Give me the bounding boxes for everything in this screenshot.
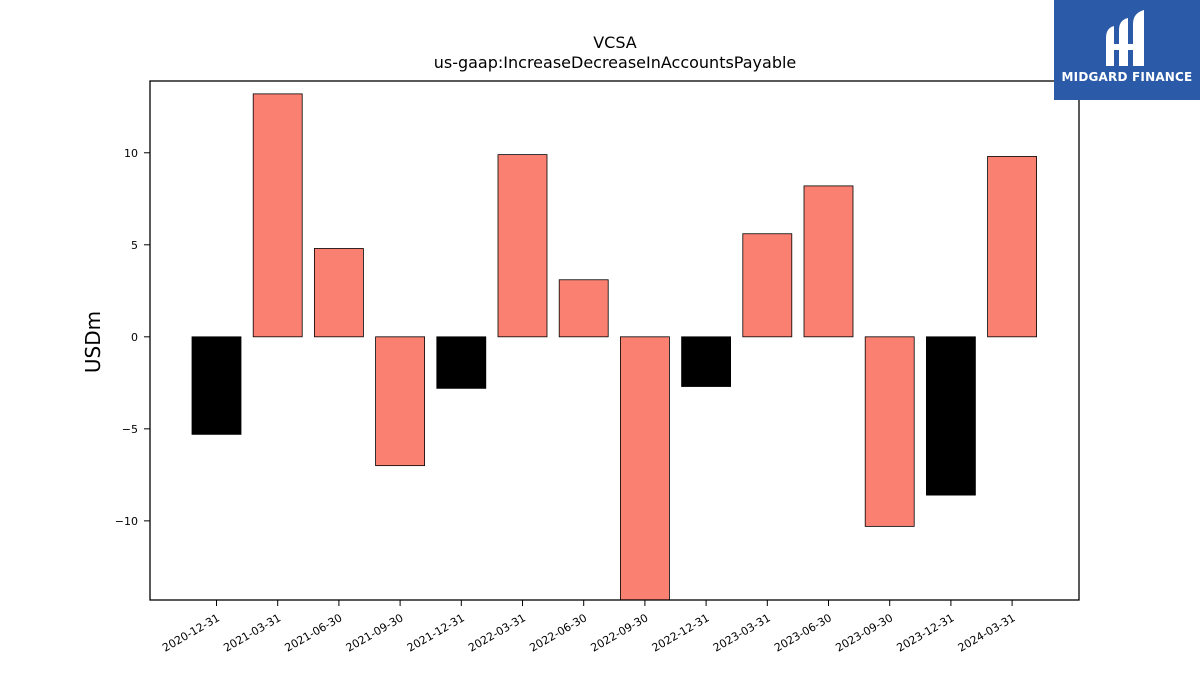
x-tick-label: 2020-12-31 (160, 611, 222, 654)
bar-2024-03-31 (987, 156, 1037, 338)
x-ticks-group: 2020-12-31 2021-03-31 2021-06-30 2021-09-30… (160, 600, 1018, 655)
y-ticks-group: −10 −5 0 5 10 (115, 147, 150, 528)
bar-2021-09-30 (375, 336, 426, 467)
x-tick-label: 2022-03-31 (466, 611, 528, 654)
bar-2023-06-30 (803, 185, 854, 338)
x-tick-label: 2021-12-31 (405, 611, 467, 654)
x-tick-label: 2023-03-31 (711, 611, 773, 654)
x-tick-label: 2022-12-31 (650, 611, 712, 654)
y-tick-label: 0 (131, 331, 138, 344)
bar-2023-12-31 (926, 336, 976, 496)
x-tick-label: 2021-09-30 (344, 611, 406, 654)
bar-2022-12-31 (681, 336, 731, 387)
chart-title: VCSA (593, 33, 637, 52)
y-axis-label: USDm (81, 311, 105, 373)
x-tick-label: 2021-06-30 (283, 611, 345, 654)
bar-2023-03-31 (742, 233, 793, 338)
bar-2021-03-31 (252, 93, 303, 338)
plot-frame (149, 80, 1080, 601)
x-tick-label: 2023-09-30 (833, 611, 895, 654)
x-tick-label: 2023-06-30 (772, 611, 834, 654)
x-tick-label: 2021-03-31 (221, 611, 283, 654)
y-tick-label: −5 (122, 423, 138, 436)
midgard-finance-logo: MIDGARD FINANCE (1054, 0, 1200, 100)
y-tick-label: −10 (115, 515, 138, 528)
x-tick-label: 2022-06-30 (527, 611, 589, 654)
bar-2023-09-30 (864, 336, 915, 527)
y-tick-label: 5 (131, 239, 138, 252)
bar-2022-03-31 (497, 154, 548, 338)
x-tick-label: 2024-03-31 (956, 611, 1018, 654)
logo-mark-icon (1106, 10, 1144, 66)
bar-2022-09-30 (620, 336, 670, 601)
bar-2022-06-30 (558, 279, 609, 338)
bar-2021-12-31 (436, 336, 487, 389)
x-tick-label: 2023-12-31 (895, 611, 957, 654)
bar-2021-06-30 (313, 248, 364, 338)
y-tick-label: 10 (124, 147, 138, 160)
chart-subtitle: us-gaap:IncreaseDecreaseInAccountsPayabl… (434, 53, 797, 72)
x-tick-label: 2022-09-30 (589, 611, 651, 654)
bar-2020-12-31 (191, 336, 242, 435)
bars-group (191, 93, 1037, 601)
logo-text: MIDGARD FINANCE (1061, 70, 1193, 84)
